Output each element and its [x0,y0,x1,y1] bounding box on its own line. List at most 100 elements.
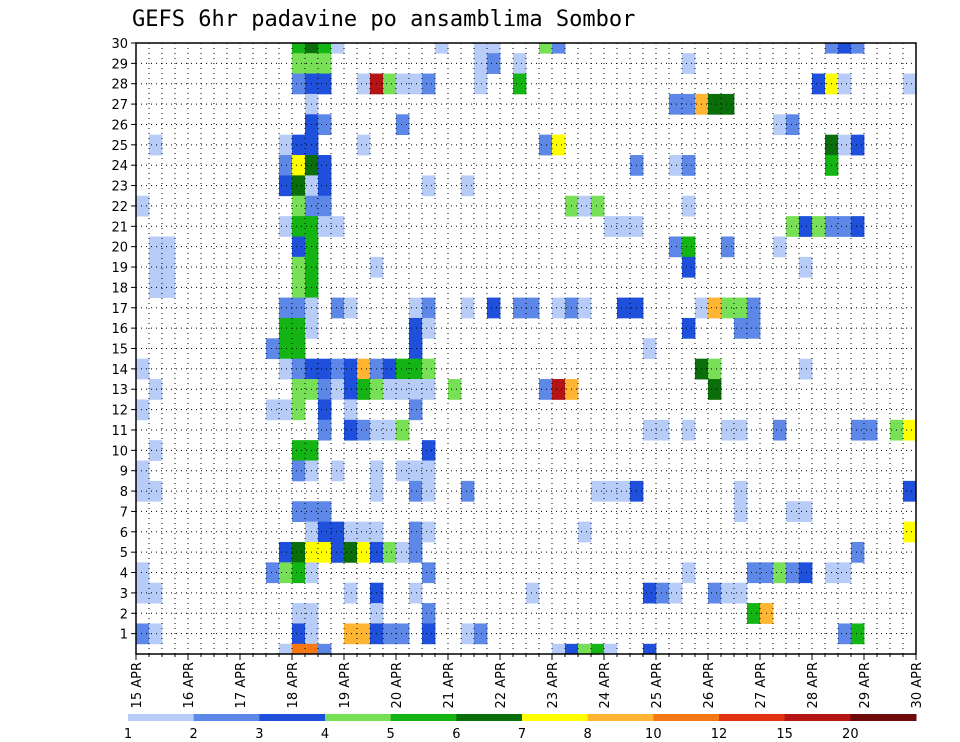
heatmap-cell [292,338,306,360]
heatmap-cell [383,541,397,563]
heatmap-cell [422,297,436,319]
heatmap-cell [344,521,358,543]
heatmap-cell [617,480,631,502]
heatmap-cell [383,73,397,95]
heatmap-cell [578,643,592,655]
heatmap-cell [591,480,605,502]
heatmap-cell [708,93,722,115]
x-tick-label: 24 APR [598,662,613,708]
heatmap-cell [396,114,410,136]
heatmap-cell [292,541,306,563]
heatmap-cell [344,623,358,645]
heatmap-cell [292,603,306,624]
heatmap-cell [604,216,618,237]
heatmap-cell [513,297,527,319]
heatmap-cell [838,623,852,645]
heatmap-cell [747,297,761,319]
heatmap-cell [708,358,722,380]
heatmap-cell [799,256,813,278]
heatmap-cell [318,43,332,54]
heatmap-cell [682,236,696,258]
y-tick-label: 7 [120,505,128,520]
y-tick-label: 23 [111,180,128,195]
y-tick-label: 21 [111,220,128,235]
heatmap-cell [838,73,852,95]
legend-label: 8 [584,727,592,742]
heatmap-cell [409,338,423,360]
heatmap-cell [279,297,293,319]
heatmap-cell [487,297,501,319]
heatmap-cell [344,541,358,563]
heatmap-cell [422,317,436,339]
heatmap-cell [292,562,306,584]
legend-swatch [259,714,326,721]
heatmap-cell [604,480,618,502]
heatmap-cell [357,379,371,400]
heatmap-cell [292,358,306,380]
heatmap-cell [266,399,280,421]
legend-label: 7 [518,727,526,742]
heatmap-cell [331,541,345,563]
heatmap-cell [292,73,306,95]
heatmap-cell [318,175,332,197]
heatmap-cell [279,643,293,655]
heatmap-cell [383,358,397,380]
heatmap-cell [526,582,540,604]
heatmap-cell [331,216,345,237]
heatmap-cell [903,419,917,441]
heatmap-cell [474,53,488,74]
heatmap-cell [136,562,150,584]
y-tick-label: 11 [111,424,128,439]
heatmap-cell [656,419,670,441]
heatmap-cell [643,419,657,441]
heatmap-cell [682,195,696,217]
heatmap-cell [292,155,306,176]
y-tick-label: 30 [111,37,128,52]
heatmap-cell [266,562,280,584]
heatmap-cell [396,379,410,400]
heatmap-cell [721,93,735,115]
heatmap-cell [526,297,540,319]
legend-swatch [390,714,457,721]
heatmap-cell [279,358,293,380]
heatmap-cell [318,114,332,136]
heatmap-cell [344,399,358,421]
heatmap-cell [357,419,371,441]
y-tick-label: 13 [111,383,128,398]
y-tick-label: 26 [111,118,128,133]
grid-layer [136,43,916,654]
x-tick-label: 17 APR [234,662,249,708]
heatmap-cell [396,541,410,563]
heatmap-cell [409,480,423,502]
x-tick-label: 27 APR [754,662,769,708]
heatmap-cell [279,317,293,339]
heatmap-cell [422,440,436,461]
heatmap-cell [539,134,553,156]
heatmap-cell [292,623,306,645]
heatmap-cell [136,399,150,421]
heatmap-cell [552,43,566,54]
heatmap-cell [851,43,865,54]
heatmap-cell [149,582,163,604]
heatmap-cell [747,317,761,339]
y-tick-label: 27 [111,98,128,113]
heatmap-cell [708,379,722,400]
heatmap-cell [578,521,592,543]
heatmap-cell [773,114,787,136]
heatmap-cell [318,155,332,176]
heatmap-cell [422,521,436,543]
heatmap-cell [136,480,150,502]
heatmap-cell [734,297,748,319]
heatmap-cell [279,541,293,563]
legend-label: 3 [255,727,263,742]
heatmap-cell [318,379,332,400]
heatmap-cell [292,460,306,482]
heatmap-cell [578,195,592,217]
heatmap-cell [136,582,150,604]
heatmap-cell [318,399,332,421]
heatmap-cell [318,419,332,441]
legend-label: 10 [645,727,662,742]
heatmap-cell [487,43,501,54]
heatmap-cell [773,562,787,584]
heatmap-cell [318,358,332,380]
